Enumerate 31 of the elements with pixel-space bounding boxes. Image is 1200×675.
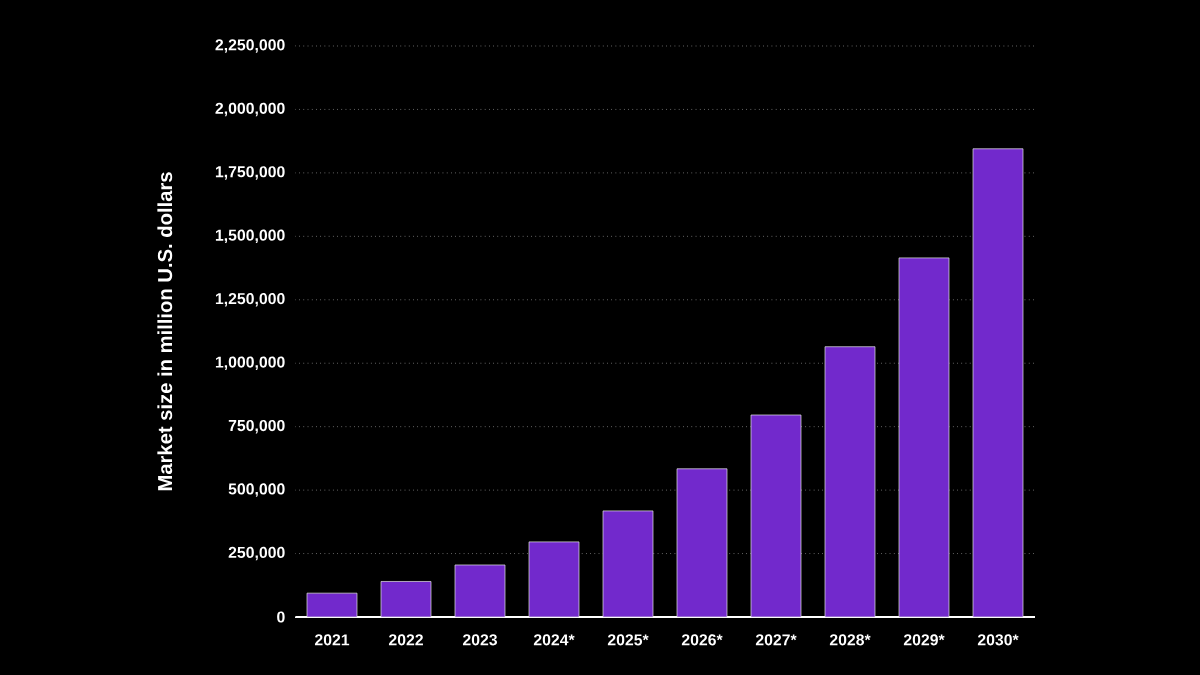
bar (750, 414, 802, 618)
y-tick-label: 2,250,000 (215, 39, 285, 53)
x-tick-label: 2027* (755, 634, 797, 646)
bar (824, 346, 876, 618)
y-tick-label: 1,750,000 (215, 166, 285, 180)
bar (528, 541, 580, 618)
y-tick-label: 0 (277, 611, 285, 623)
y-tick-label: 2,000,000 (215, 102, 285, 117)
y-tick-label: 1,250,000 (215, 293, 285, 307)
y-tick-label: 1,500,000 (215, 229, 285, 244)
y-tick-label: 500,000 (228, 483, 285, 497)
x-tick-label: 2021 (314, 634, 350, 646)
bar (380, 581, 432, 618)
bar (898, 257, 950, 618)
x-tick-label: 2023 (462, 634, 498, 646)
y-tick-label: 250,000 (228, 546, 285, 561)
bar (602, 510, 654, 618)
x-tick-label: 2026* (681, 634, 723, 646)
y-tick-label: 750,000 (228, 419, 285, 434)
bar (454, 564, 506, 618)
bar (972, 148, 1024, 618)
x-tick-label: 2028* (829, 634, 871, 646)
x-tick-label: 2024* (533, 634, 575, 646)
bar (306, 592, 358, 618)
y-tick-label: 1,000,000 (215, 356, 285, 370)
x-tick-label: 2025* (607, 634, 649, 646)
x-tick-label: 2029* (903, 634, 945, 646)
x-tick-label: 2022 (388, 634, 423, 646)
x-tick-label: 2030* (977, 634, 1019, 646)
y-axis-title: Market size in million U.S. dollars (157, 172, 173, 491)
bar (676, 468, 728, 618)
